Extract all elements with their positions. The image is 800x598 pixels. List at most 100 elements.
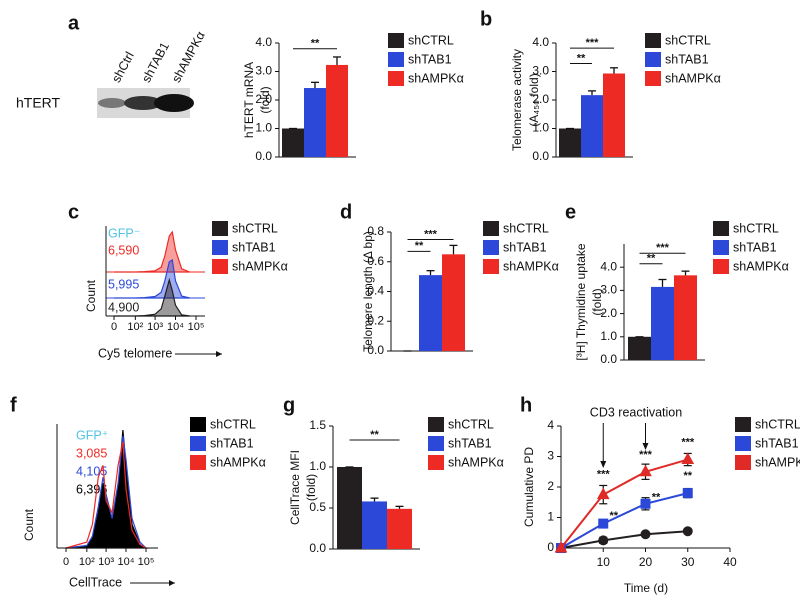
legend-label: shTAB1 bbox=[210, 436, 254, 450]
legend-label: shCTRL bbox=[665, 33, 711, 47]
marker bbox=[598, 518, 609, 529]
annotation-arrowhead bbox=[600, 461, 607, 468]
legend-swatch bbox=[428, 455, 444, 470]
significance-label: *** bbox=[586, 37, 600, 49]
legend-label: shAMPKα bbox=[408, 71, 464, 85]
y-tick-label: 1.0 bbox=[255, 121, 272, 135]
legend-swatch bbox=[212, 240, 228, 255]
significance-label: ** bbox=[577, 52, 586, 64]
x-axis-label: CellTrace bbox=[69, 575, 122, 589]
legend-swatch bbox=[735, 436, 751, 451]
x-tick-label: 30 bbox=[681, 555, 695, 569]
y-tick-label: 0.8 bbox=[367, 224, 384, 238]
legend-label: shCTRL bbox=[503, 221, 549, 235]
lane-label: shTAB1 bbox=[139, 40, 172, 85]
significance-label: *** bbox=[639, 449, 653, 461]
axis-arrowhead bbox=[216, 351, 222, 357]
legend-swatch bbox=[190, 417, 206, 432]
significance-label: *** bbox=[681, 437, 695, 449]
x-tick-label: 10³ bbox=[98, 556, 114, 568]
y-axis-label: Count bbox=[22, 508, 36, 541]
marker bbox=[640, 529, 651, 540]
blot-band bbox=[124, 96, 162, 110]
y-axis-label: (fold) bbox=[304, 474, 318, 501]
mfi-label: 6,396 bbox=[76, 482, 107, 496]
y-axis-label: CellTrace MFI bbox=[288, 450, 302, 525]
panel-letter: d bbox=[340, 201, 352, 223]
legend-swatch bbox=[212, 259, 228, 274]
y-tick-label: 2.0 bbox=[255, 92, 272, 106]
legend-swatch bbox=[713, 221, 729, 236]
legend-label: shTAB1 bbox=[665, 52, 709, 66]
panel-letter: c bbox=[68, 201, 79, 223]
bar bbox=[628, 336, 651, 360]
significance-label: *** bbox=[656, 242, 670, 254]
lane-label: shCtrl bbox=[109, 50, 137, 85]
blot-band bbox=[154, 94, 194, 112]
legend-label: shAMPKα bbox=[448, 455, 504, 469]
y-tick-label: 4.0 bbox=[255, 35, 272, 49]
marker bbox=[554, 540, 568, 553]
legend-label: shCTRL bbox=[448, 417, 494, 431]
y-tick-label: 0.0 bbox=[600, 352, 617, 366]
y-tick-label: 4 bbox=[547, 418, 554, 432]
legend-label: shAMPKα bbox=[232, 259, 288, 273]
bar bbox=[651, 286, 674, 360]
legend-swatch bbox=[483, 240, 499, 255]
y-axis-label: hTERT mRNA bbox=[242, 62, 256, 138]
legend-swatch bbox=[735, 455, 751, 470]
y-axis-label: Cumulative PD bbox=[522, 447, 536, 527]
legend-label: shCTRL bbox=[733, 221, 779, 235]
x-tick-label: 40 bbox=[723, 555, 737, 569]
mfi-label: 5,995 bbox=[108, 277, 139, 291]
significance-label: ** bbox=[683, 470, 692, 482]
marker bbox=[681, 452, 695, 465]
legend-label: shAMPKα bbox=[755, 455, 800, 469]
y-axis-label: Count bbox=[84, 279, 98, 312]
y-tick-label: 2 bbox=[547, 479, 554, 493]
marker bbox=[682, 526, 693, 537]
gate-label: GFP⁻ bbox=[108, 226, 140, 240]
annotation-arrowhead bbox=[642, 443, 649, 450]
panel-letter: g bbox=[283, 394, 295, 416]
significance-label: *** bbox=[424, 228, 438, 240]
bar bbox=[282, 128, 304, 157]
legend-swatch bbox=[388, 52, 404, 67]
legend-label: shAMPKα bbox=[503, 259, 559, 273]
y-tick-label: 1 bbox=[547, 510, 554, 524]
panel-letter: h bbox=[520, 394, 532, 416]
x-tick-label: 10⁴ bbox=[118, 556, 135, 568]
y-tick-label: 1.0 bbox=[309, 459, 326, 473]
series-line bbox=[560, 492, 689, 549]
mfi-label: 4,900 bbox=[108, 300, 139, 314]
mfi-label: 3,085 bbox=[76, 446, 107, 460]
panel-letter: e bbox=[565, 201, 576, 223]
series-line bbox=[560, 530, 688, 549]
y-tick-label: 3.0 bbox=[255, 64, 272, 78]
bar bbox=[304, 88, 326, 157]
y-tick-label: 3 bbox=[547, 449, 554, 463]
legend-label: shTAB1 bbox=[733, 240, 777, 254]
legend-label: shTAB1 bbox=[408, 52, 452, 66]
histogram bbox=[65, 435, 147, 549]
panel-letter: b bbox=[480, 8, 492, 30]
y-axis-label: Telomerase activity bbox=[510, 49, 524, 151]
bar bbox=[674, 275, 697, 360]
annotation: CD3 reactivation bbox=[590, 405, 682, 419]
bar bbox=[337, 467, 362, 549]
legend-label: shCTRL bbox=[210, 417, 256, 431]
x-axis-label: Time (d) bbox=[624, 581, 668, 595]
x-tick-label: 10² bbox=[127, 321, 143, 333]
x-tick-label: 0 bbox=[111, 321, 117, 333]
bar bbox=[559, 128, 581, 157]
x-tick-label: 10⁵ bbox=[188, 321, 205, 333]
legend-label: shCTRL bbox=[408, 33, 454, 47]
legend-swatch bbox=[713, 259, 729, 274]
bar bbox=[387, 508, 412, 549]
y-tick-label: 3.0 bbox=[600, 283, 617, 297]
y-tick-label: 0.4 bbox=[367, 284, 384, 298]
legend-swatch bbox=[483, 221, 499, 236]
y-tick-label: 2.0 bbox=[600, 306, 617, 320]
lane-label: shAMPKα bbox=[169, 29, 208, 85]
histogram bbox=[114, 230, 191, 273]
